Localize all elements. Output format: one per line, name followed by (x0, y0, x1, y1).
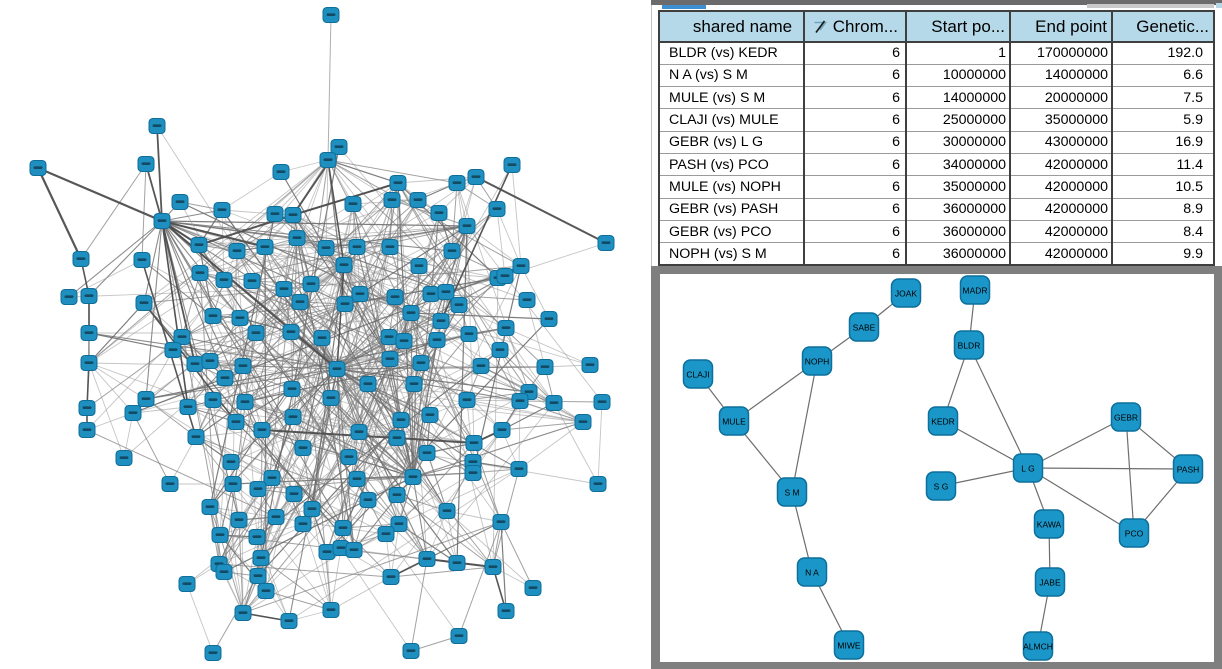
svg-text:KEDR: KEDR (931, 417, 955, 427)
svg-text:S G: S G (934, 482, 949, 492)
svg-text:BLDR: BLDR (958, 341, 981, 351)
svg-text:ALMCH: ALMCH (1023, 642, 1053, 652)
svg-text:NOPH: NOPH (805, 357, 830, 367)
svg-text:PCO: PCO (1125, 529, 1144, 539)
svg-text:MIWE: MIWE (837, 641, 860, 651)
svg-text:MULE: MULE (722, 417, 746, 427)
svg-text:JOAK: JOAK (895, 289, 918, 299)
svg-text:L G: L G (1021, 464, 1034, 474)
svg-text:SABE: SABE (853, 323, 876, 333)
svg-text:JABE: JABE (1039, 578, 1061, 588)
svg-text:N A: N A (805, 568, 819, 578)
svg-text:GEBR: GEBR (1114, 413, 1138, 423)
svg-text:KAWA: KAWA (1037, 520, 1062, 530)
svg-text:PASH: PASH (1177, 465, 1200, 475)
svg-text:CLAJI: CLAJI (686, 370, 709, 380)
svg-text:MADR: MADR (962, 286, 987, 296)
svg-text:S M: S M (784, 488, 799, 498)
